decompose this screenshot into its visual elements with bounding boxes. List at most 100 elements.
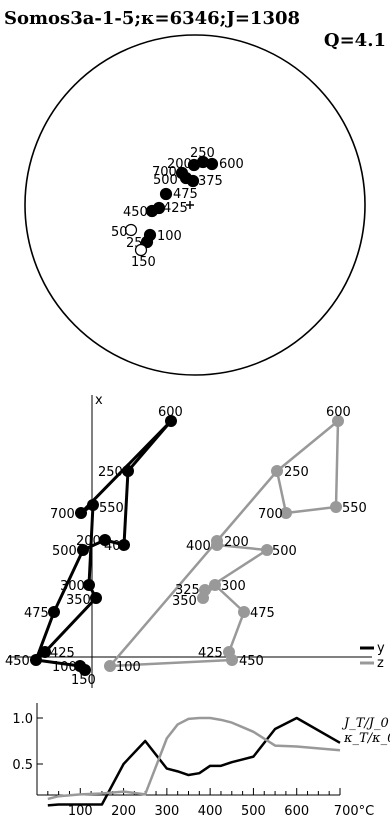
stereonet-point-label: 700	[152, 165, 177, 180]
y-series-point	[77, 544, 89, 556]
y-series-label: 500	[52, 544, 77, 559]
stereonet-point-label: 150	[131, 255, 156, 270]
stereonet-point-label: 250	[190, 146, 215, 161]
x-tick-label: 600	[284, 804, 309, 819]
figure-title: Somos3a-1-5;κ=6346;J=1308	[4, 8, 300, 29]
axis-x-label: x	[95, 393, 103, 408]
q-label: Q=4.1	[324, 30, 386, 51]
legend-z-label: z	[377, 656, 384, 671]
stereonet-point	[205, 157, 219, 171]
stereonet-point	[124, 223, 138, 237]
x-tick-label: 200	[111, 804, 136, 819]
stereonet-circle	[24, 34, 366, 376]
z-series-label: 500	[272, 544, 297, 559]
y-series-point	[83, 579, 95, 591]
x-tick-label: 700°C	[334, 804, 374, 819]
z-series: 600 550 250 700 400 200 500 325 300 350 475 425 450 1…	[104, 405, 367, 675]
decay-series-line	[47, 716, 341, 801]
decay-chart: 100 200 300 400 500 600 700°C 0.5 1.0 J_T/J_0 κ_…	[12, 703, 390, 819]
y-series-label: 100	[52, 660, 77, 675]
z-series-label: 200	[224, 535, 249, 550]
y-series-label: 250	[98, 465, 123, 480]
y-series-point	[99, 534, 111, 546]
z-series-point	[261, 544, 273, 556]
z-series-point	[211, 535, 223, 547]
y-series-point	[79, 664, 91, 676]
z-series-label: 600	[326, 405, 351, 420]
z-series-label: 100	[116, 660, 141, 675]
y-series-label: 150	[71, 673, 96, 688]
y-series-point	[75, 507, 87, 519]
z-series-point	[238, 606, 250, 618]
x-tick-label: 500	[241, 804, 266, 819]
decay-chart-ticks: 100 200 300 400 500 600 700°C 0.5 1.0	[12, 712, 374, 819]
z-series-label: 550	[342, 501, 367, 516]
decay-chart-legend: J_T/J_0 κ_T/κ_0	[341, 716, 390, 746]
z-series-label: 350	[172, 594, 197, 609]
stereonet-point-label: 425	[163, 201, 188, 216]
y-series-point	[48, 606, 60, 618]
y-series-point	[165, 415, 177, 427]
stereonet-point-label: 50	[111, 225, 128, 240]
y-series-label: 450	[5, 654, 30, 669]
stereonet-point-label: 475	[173, 187, 198, 202]
y-series-point	[90, 592, 102, 604]
z-series-point	[280, 507, 292, 519]
stereonet-point	[159, 187, 173, 201]
y-series-label: 475	[24, 606, 49, 621]
stereonet-point-label: 450	[123, 205, 148, 220]
stereonet-point-label: 500	[153, 173, 178, 188]
z-series-point	[330, 501, 342, 513]
y-series-point	[87, 499, 99, 511]
y-series-label: 425	[50, 646, 75, 661]
legend-kt: κ_T/κ_0	[343, 731, 390, 746]
z-series-point	[226, 654, 238, 666]
decay-series-line	[47, 716, 341, 807]
z-series-label: 300	[221, 579, 246, 594]
y-series-point	[118, 539, 130, 551]
y-series-point	[122, 465, 134, 477]
x-tick-label: 100	[68, 804, 93, 819]
z-series-label: 400	[186, 539, 211, 554]
z-series-point	[197, 592, 209, 604]
y-series-point	[39, 646, 51, 658]
z-series-point	[332, 415, 344, 427]
x-tick-label: 300	[154, 804, 179, 819]
stereonet-point	[134, 243, 148, 257]
y-tick-label: 1.0	[12, 712, 33, 727]
z-series-label: 250	[284, 465, 309, 480]
stereonet-point	[186, 174, 200, 188]
stereonet-center-mark	[186, 201, 194, 209]
y-series-point	[30, 654, 42, 666]
z-series-label: 325	[175, 583, 200, 598]
stereonet-point-label: 375	[198, 174, 223, 189]
stereonet-point	[187, 158, 201, 172]
decay-chart-series	[47, 716, 341, 807]
z-series-label: 425	[198, 646, 223, 661]
z-series-label: 700	[258, 507, 283, 522]
zijderveld-legend: y z	[360, 641, 385, 671]
z-series-point	[271, 465, 283, 477]
legend-jt: J_T/J_0	[341, 716, 389, 731]
z-series-label: 450	[239, 654, 264, 669]
y-series-label: 400	[104, 539, 129, 554]
z-series-path	[109, 419, 340, 668]
y-series-label: 300	[60, 579, 85, 594]
stereonet-point	[140, 235, 154, 249]
y-series-label: 350	[66, 593, 91, 608]
y-series-label: 700	[50, 507, 75, 522]
z-series-label: 475	[250, 606, 275, 621]
stereonet-point-label: 100	[157, 229, 182, 244]
z-series-point	[209, 579, 221, 591]
stereonet-point	[145, 204, 159, 218]
x-tick-label: 400	[198, 804, 223, 819]
y-series-label: 600	[158, 405, 183, 420]
stereonet-point-label: 600	[219, 157, 244, 172]
z-series-point	[104, 660, 116, 672]
y-tick-label: 0.5	[12, 758, 33, 773]
y-series-label: 550	[99, 501, 124, 516]
